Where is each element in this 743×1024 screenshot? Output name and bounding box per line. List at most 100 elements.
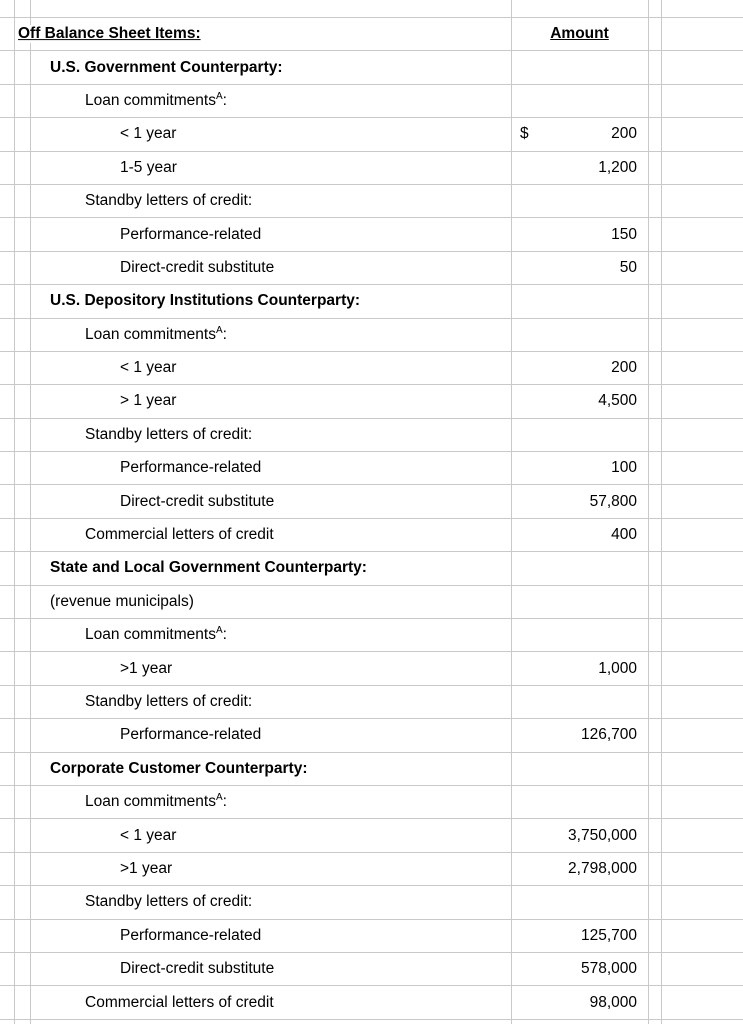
row-label-cell[interactable]: < 1 year [120,359,181,377]
row-label-cell[interactable]: Loan commitmentsA: [85,792,231,812]
table-row: Standby letters of credit: [0,419,743,453]
row-label-cell[interactable]: Commercial letters of credit [85,526,278,544]
amount-cell[interactable]: 150 [511,218,648,250]
row-label-text: < 1 year [120,359,177,377]
row-label-cell[interactable]: Performance-related [120,459,266,478]
row-label-suffix: : [222,626,227,644]
partial-row-top [0,0,743,18]
header-row: Off Balance Sheet Items: Amount [0,18,743,52]
amount-cell[interactable]: 2,798,000 [511,853,648,885]
row-label-text: Performance-related [120,726,262,744]
table-row: U.S. Government Counterparty: [0,51,743,85]
row-label-cell[interactable]: Commercial letters of credit [85,993,278,1012]
row-label-cell[interactable]: Direct-credit substitute [120,960,279,979]
row-label-cell[interactable]: >1 year [120,659,177,678]
amount-value: 126,700 [580,726,637,744]
row-label-text: Loan commitments [85,325,216,343]
row-label-cell[interactable]: Loan commitmentsA: [85,325,231,344]
amount-cell[interactable]: 1,000 [511,652,648,684]
row-label-text: U.S. Government Counterparty: [50,58,283,76]
row-label-text: U.S. Depository Institutions Counterpart… [50,292,361,310]
amount-cell[interactable]: 200 [511,352,648,384]
amount-cell[interactable]: 4,500 [511,385,648,417]
table-row: Loan commitmentsA: [0,319,743,352]
row-label-cell[interactable]: U.S. Depository Institutions Counterpart… [50,292,365,311]
table-row: Loan commitmentsA: [0,619,743,653]
amount-header-cell[interactable]: Amount [511,18,648,50]
row-label-cell[interactable]: Performance-related [120,726,266,745]
amount-cell[interactable]: 126,700 [511,719,648,751]
table-row: Standby letters of credit: [0,886,743,920]
row-label-cell[interactable]: Standby letters of credit: [85,425,257,444]
row-label-cell[interactable]: Corporate Customer Counterparty: [50,759,312,778]
items-header-cell[interactable]: Off Balance Sheet Items: [18,25,205,44]
table-row: Direct-credit substitute 57,800 [0,485,743,519]
row-label-text: (revenue municipals) [50,592,194,610]
row-label-suffix: : [222,793,227,811]
row-label-text: Commercial letters of credit [85,993,274,1011]
row-label-cell[interactable]: State and Local Government Counterparty: [50,559,371,578]
table-row: Direct-credit substitute 578,000 [0,953,743,987]
row-label-text: Performance-related [120,926,262,944]
row-label-text: < 1 year [120,826,177,844]
table-row: 1-5 year 1,200 [0,152,743,185]
amount-value: 125,700 [580,926,637,944]
row-label-cell[interactable]: Direct-credit substitute [120,492,279,511]
amount-value: 1,000 [598,659,637,677]
table-row: >1 year 2,798,000 [0,853,743,887]
row-label-suffix: : [222,92,227,110]
row-label-text: Standby letters of credit: [85,693,253,711]
table-row: Loan commitmentsA: [0,85,743,119]
table-row: U.S. Depository Institutions Counterpart… [0,285,743,319]
footnote-marker: A [215,792,223,804]
amount-cell[interactable]: 125,700 [511,920,648,952]
amount-cell[interactable]: 50 [511,252,648,284]
amount-cell[interactable]: 578,000 [511,953,648,985]
amount-cell[interactable]: 1,200 [511,152,648,184]
table-row: Commercial letters of credit 400 [0,519,743,553]
row-label-cell[interactable]: >1 year [120,860,177,878]
row-label-suffix: : [222,325,227,343]
amount-cell[interactable]: 98,000 [511,986,648,1018]
amount-value: 100 [611,459,637,477]
amount-value: 57,800 [589,492,637,510]
row-label-text: 1-5 year [120,158,177,176]
table-row: Loan commitmentsA: [0,786,743,820]
row-label-text: >1 year [120,860,173,878]
amount-cell[interactable]: 3,750,000 [511,819,648,851]
row-label-cell[interactable]: 1-5 year [120,158,181,177]
table-row: State and Local Government Counterparty: [0,552,743,586]
amount-value: 4,500 [598,392,637,410]
row-label-cell[interactable]: Standby letters of credit: [85,192,257,211]
row-label-cell[interactable]: > 1 year [120,392,181,411]
row-label-cell[interactable]: Standby letters of credit: [85,693,257,711]
gridline-vertical [14,0,15,1024]
row-label-cell[interactable]: U.S. Government Counterparty: [50,58,287,77]
row-label-cell[interactable]: Performance-related [120,225,266,244]
row-label-text: Loan commitments [85,793,216,811]
amount-cell[interactable]: 57,800 [511,485,648,517]
table-row: > 1 year 4,500 [0,385,743,419]
row-label-text: Direct-credit substitute [120,259,275,277]
row-label-cell[interactable]: Direct-credit substitute [120,259,279,277]
row-label-text: Standby letters of credit: [85,425,253,443]
row-label-cell[interactable]: (revenue municipals) [50,592,198,611]
row-label-text: Standby letters of credit: [85,192,253,210]
amount-value: 2,798,000 [568,859,637,877]
amount-cell[interactable]: 100 [511,452,648,484]
row-label-cell[interactable]: < 1 year [120,826,181,845]
row-label-text: Commercial letters of credit [85,526,274,544]
row-label-cell[interactable]: Loan commitmentsA: [85,626,231,645]
row-label-text: Loan commitments [85,626,216,644]
row-label-text: Standby letters of credit: [85,893,253,911]
row-label-cell[interactable]: Standby letters of credit: [85,893,257,912]
amount-cell[interactable]: $200 [511,118,648,150]
row-label-cell[interactable]: Performance-related [120,926,266,945]
row-label-cell[interactable]: < 1 year [120,125,181,144]
amount-value: 98,000 [589,993,637,1011]
row-label-cell[interactable]: Loan commitmentsA: [85,91,231,110]
table-row: < 1 year 3,750,000 [0,819,743,853]
amount-cell[interactable]: 400 [511,519,648,551]
gridline-vertical [648,0,649,1024]
